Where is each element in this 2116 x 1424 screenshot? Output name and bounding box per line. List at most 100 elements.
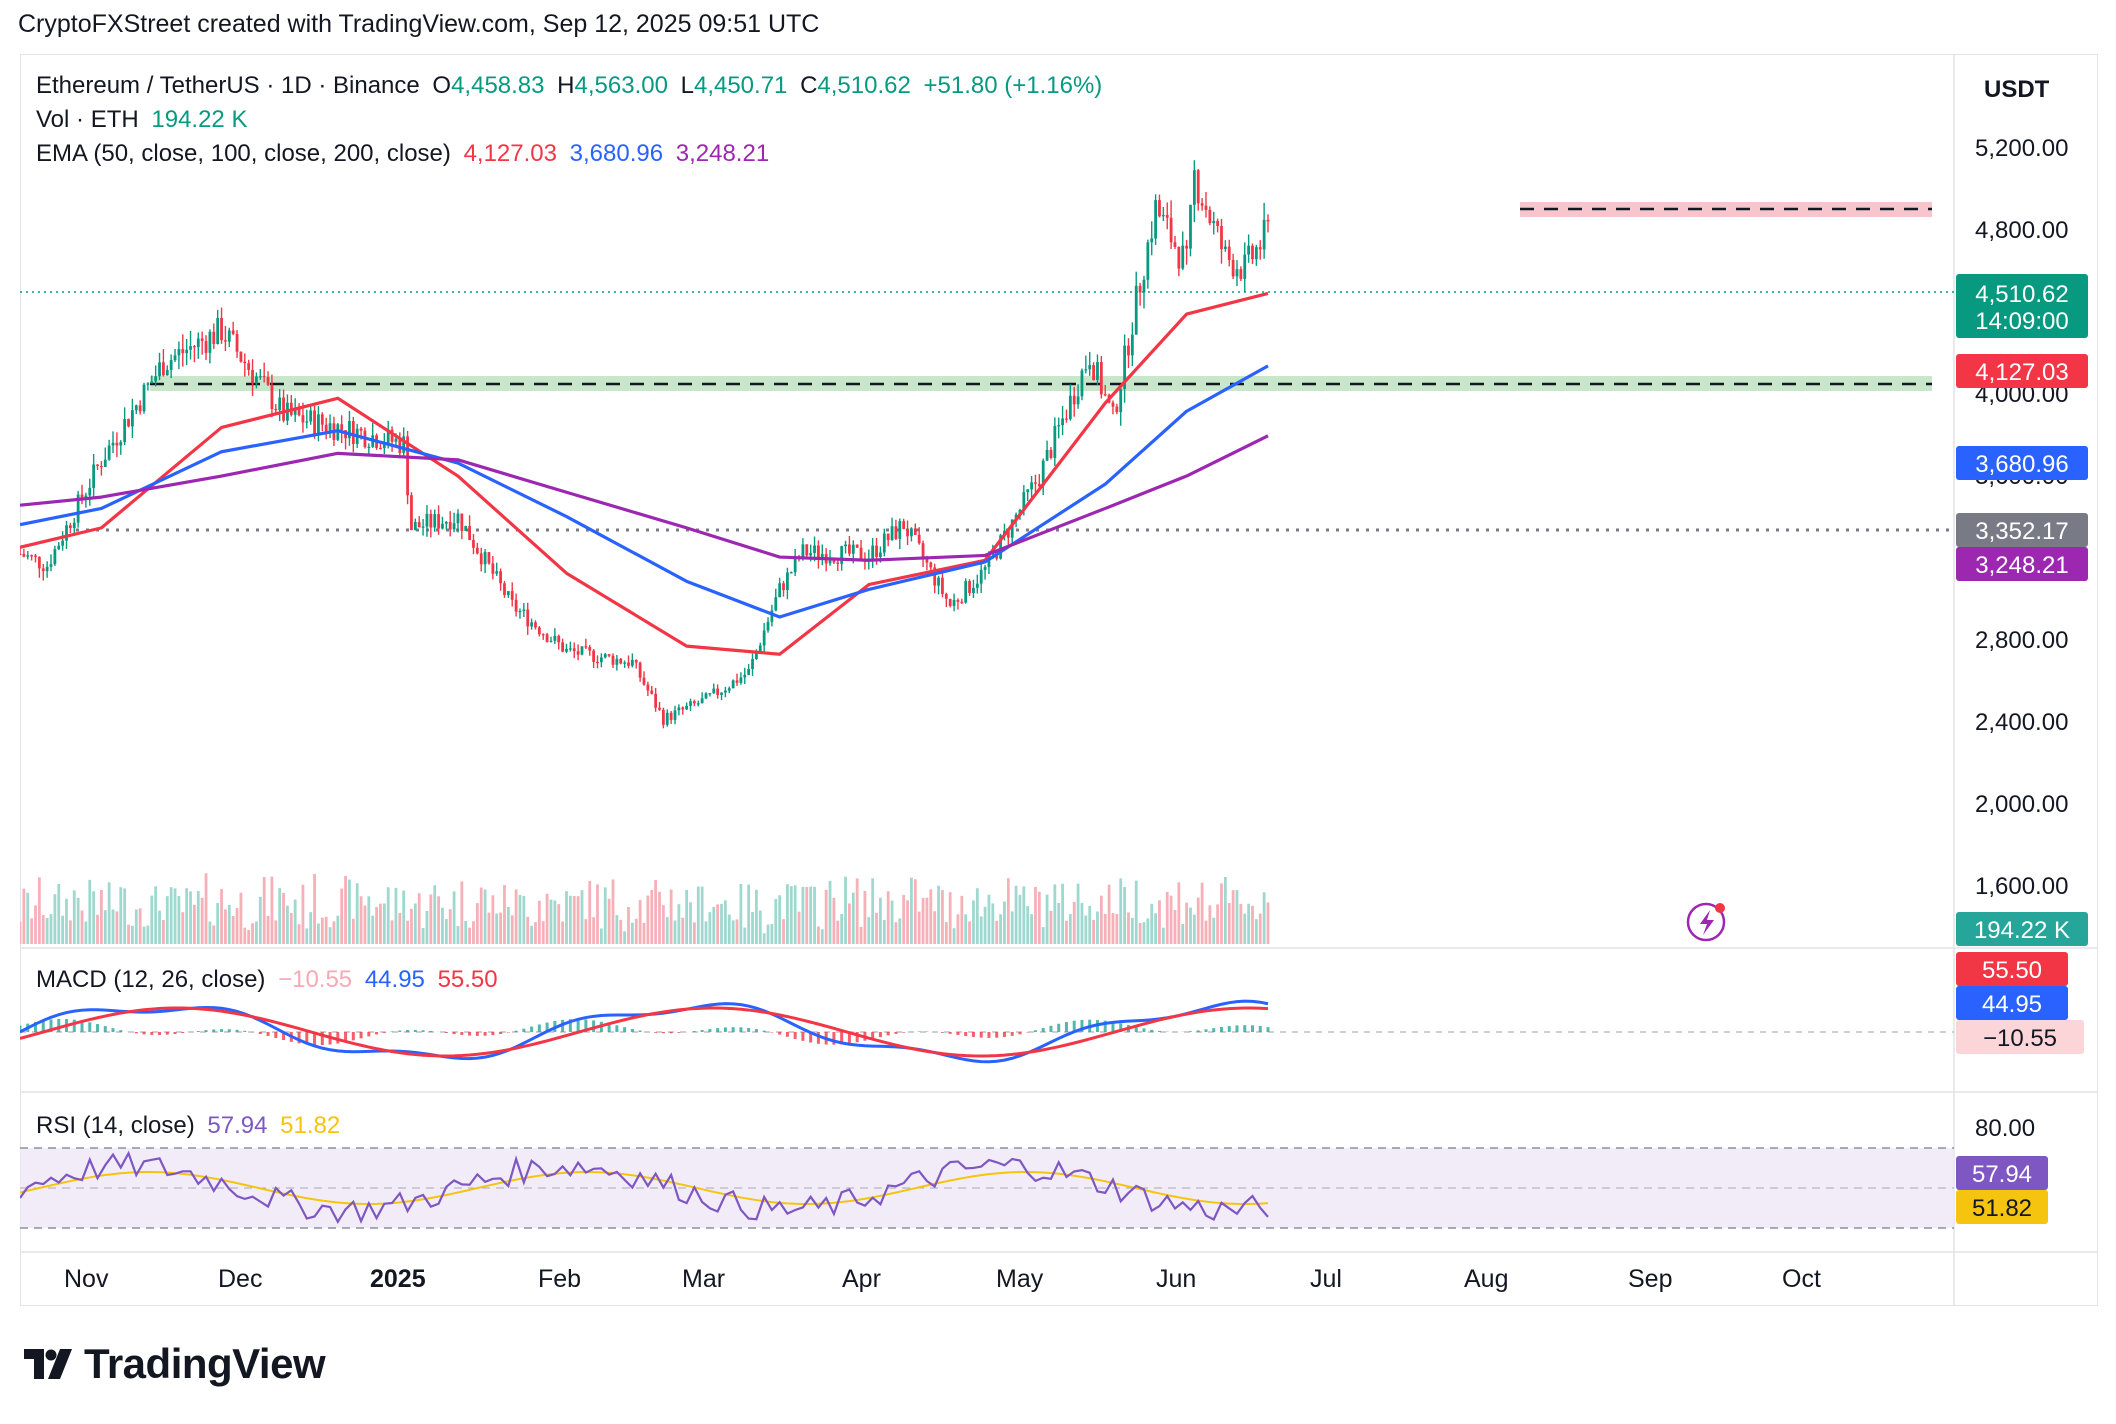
volume-bar — [898, 918, 902, 944]
candle-body — [627, 662, 630, 666]
volume-bar — [189, 891, 192, 944]
candle-body — [630, 659, 634, 666]
candle-body — [786, 572, 789, 591]
candle-body — [851, 544, 855, 554]
candle-body — [468, 525, 471, 541]
candle-body — [20, 553, 22, 555]
candle-body — [894, 526, 898, 539]
macd-histogram-bar — [793, 1032, 797, 1039]
volume-bar — [1251, 905, 1254, 944]
ema50-value: 4,127.03 — [463, 140, 557, 167]
macd-histogram-bar — [1212, 1028, 1216, 1032]
macd-histogram-bar — [1204, 1029, 1208, 1032]
candle-body — [700, 698, 704, 704]
ema-lines — [20, 291, 1269, 656]
volume-bar — [634, 918, 638, 944]
volume-bar — [1026, 906, 1030, 944]
currency-unit[interactable]: USDT — [1984, 76, 2050, 103]
macd-histogram-bar — [917, 1031, 921, 1032]
candle-body — [340, 424, 344, 431]
ema-legend[interactable]: EMA (50, close, 100, close, 200, close) … — [36, 140, 775, 168]
volume-bar — [417, 893, 421, 944]
volume-bar — [627, 906, 630, 944]
candle-body — [220, 317, 223, 341]
price-chart[interactable]: 5,200.00 4,800.00 4,000.00 3,600.00 2,80… — [20, 54, 2098, 1306]
macd-histogram-bar — [871, 1032, 875, 1039]
candle-body — [1123, 345, 1126, 389]
price-tick: 2,400.00 — [1975, 709, 2068, 736]
candle-body — [41, 568, 45, 572]
volume-bar — [820, 929, 824, 944]
candle-body — [1204, 205, 1208, 210]
candle-body — [1061, 418, 1064, 426]
macd-histogram-bar — [227, 1029, 231, 1032]
volume-bar — [317, 923, 320, 944]
macd-histogram-bar — [785, 1032, 789, 1037]
volume-bar — [1254, 919, 1258, 944]
time-label: Jun — [1156, 1265, 1196, 1293]
volume-bar — [1061, 883, 1064, 944]
volume-bar — [700, 886, 704, 944]
candle-body — [441, 523, 444, 529]
rsi-ma-line — [20, 1171, 1269, 1206]
volume-bar — [231, 915, 235, 944]
candle-body — [196, 338, 200, 348]
candle-body — [177, 349, 181, 356]
macd-histogram-bar — [103, 1026, 107, 1032]
candle-body — [553, 635, 557, 641]
volume-bar — [1099, 895, 1103, 944]
macd-legend[interactable]: MACD (12, 26, close) −10.55 44.95 55.50 — [36, 966, 504, 994]
candle-body — [1212, 220, 1216, 224]
volume-bar — [297, 924, 301, 944]
volume-bar — [390, 920, 394, 944]
volume-bar — [483, 889, 487, 944]
candle-body — [227, 330, 231, 342]
macd-histogram-bar — [731, 1027, 735, 1032]
volume-bar — [1065, 920, 1068, 944]
candle-body — [782, 583, 785, 591]
ema50-badge-value: 4,127.03 — [1975, 359, 2068, 386]
rsi-ma-badge-value: 51.82 — [1972, 1195, 2032, 1222]
logo-text: TradingView — [84, 1340, 326, 1387]
macd-histogram-bar — [1134, 1026, 1138, 1032]
macd-histogram-bar — [41, 1020, 45, 1032]
macd-histogram-bar — [964, 1032, 968, 1037]
volume-bar — [239, 892, 243, 944]
candle-body — [913, 528, 917, 535]
candle-body — [382, 443, 386, 449]
candle-body — [917, 534, 921, 544]
symbol-legend[interactable]: Ethereum / TetherUS · 1D · Binance O4,45… — [36, 72, 1108, 100]
lightning-icon[interactable] — [1686, 902, 1726, 942]
rsi-legend[interactable]: RSI (14, close) 57.94 51.82 — [36, 1112, 346, 1140]
volume-bar — [138, 908, 142, 944]
candle-body — [654, 693, 658, 708]
candle-body — [76, 494, 80, 523]
volume-bar — [413, 903, 417, 944]
candle-body — [1251, 245, 1254, 260]
volume-bar — [689, 902, 692, 944]
volume-bar — [944, 922, 948, 944]
candle-body — [1243, 254, 1247, 279]
volume-bar — [1262, 892, 1266, 944]
candle-body — [499, 571, 502, 584]
volume-bar — [76, 897, 80, 944]
price-tick: 5,200.00 — [1975, 135, 2068, 162]
volume-bar — [1076, 883, 1080, 944]
volume-bar — [599, 928, 603, 944]
candle-body — [262, 376, 266, 378]
time-label: Oct — [1782, 1265, 1821, 1293]
volume-bar — [979, 916, 983, 944]
volume-bar — [797, 911, 801, 944]
macd-histogram-bar — [801, 1032, 805, 1041]
macd-histogram-bar — [530, 1026, 534, 1032]
candle-body — [592, 650, 596, 662]
macd-histogram-bar — [142, 1032, 146, 1035]
macd-label: MACD (12, 26, close) — [36, 966, 266, 993]
candle-body — [181, 349, 185, 354]
candle-body — [1235, 269, 1239, 277]
candle-body — [599, 657, 603, 663]
candle-body — [882, 533, 886, 553]
candle-body — [1026, 489, 1030, 493]
candle-body — [933, 567, 937, 586]
volume-legend[interactable]: Vol · ETH 194.22 K — [36, 106, 253, 134]
